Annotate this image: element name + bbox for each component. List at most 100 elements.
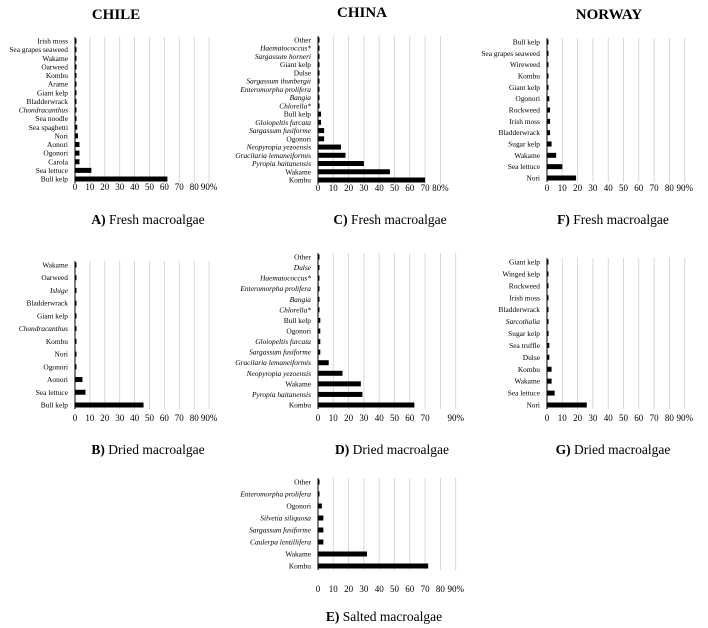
category-label: Sargassum fusiforme xyxy=(249,348,312,357)
x-tick-label: 20 xyxy=(100,413,110,423)
panel-caption-text: Fresh macroalgae xyxy=(348,212,447,227)
bar xyxy=(547,331,549,336)
category-label: Other xyxy=(294,253,311,262)
bar xyxy=(318,169,390,175)
bar xyxy=(547,73,549,79)
x-tick-label: 50 xyxy=(390,183,400,193)
category-label: Pyropia haitanensis xyxy=(251,390,311,399)
bar xyxy=(318,286,320,292)
panel-caption: D) Dried macroalgae xyxy=(335,442,449,457)
panel-caption-text: Salted macroalgae xyxy=(339,609,442,624)
x-tick-label: 70 xyxy=(421,183,431,193)
bar xyxy=(318,307,320,313)
x-tick-label: 0 xyxy=(545,183,550,193)
bar xyxy=(75,38,77,44)
bar xyxy=(75,364,77,370)
x-tick-label: 40 xyxy=(130,182,140,192)
x-tick-label: 0 xyxy=(316,413,321,423)
bar xyxy=(547,283,549,289)
category-label: Enteromorpha prolifera xyxy=(239,85,311,94)
category-label: Wakame xyxy=(42,261,68,270)
x-tick-label: 70 xyxy=(421,584,431,594)
category-label: Bull kelp xyxy=(284,110,312,119)
category-label: Gloiopeltis furcata xyxy=(255,118,311,127)
category-label: Ogonori xyxy=(515,94,540,103)
bar xyxy=(318,161,364,167)
panel-caption: C) Fresh macroalgae xyxy=(333,212,446,227)
category-label: Ogonori xyxy=(43,362,68,371)
category-label: Nori xyxy=(54,350,68,359)
category-label: Giant kelp xyxy=(509,83,540,92)
bar xyxy=(75,150,80,156)
bar xyxy=(75,287,77,293)
bar xyxy=(547,39,549,45)
x-tick-label: 50 xyxy=(619,183,629,193)
bar xyxy=(318,328,321,334)
category-label: Other xyxy=(294,478,311,487)
category-label: Other xyxy=(294,36,311,45)
x-tick-label: 70 xyxy=(175,182,185,192)
bar xyxy=(75,377,83,383)
country-title-chile: CHILE xyxy=(91,7,141,23)
category-label: Neopyropia yezoensis xyxy=(246,143,312,152)
x-tick-label: 40 xyxy=(375,413,385,423)
x-tick-label: 10 xyxy=(329,413,339,423)
x-tick-label: 30 xyxy=(359,584,369,594)
bar xyxy=(547,319,549,325)
category-label: Bangia xyxy=(290,93,312,102)
x-tick-label: 80% xyxy=(432,183,449,193)
bar xyxy=(318,339,321,345)
bar xyxy=(75,47,77,53)
category-label: Kombu xyxy=(518,72,540,81)
bar xyxy=(75,90,77,96)
x-tick-label: 50 xyxy=(390,584,400,594)
category-label: Irish moss xyxy=(37,37,68,46)
x-tick-label: 40 xyxy=(604,413,614,423)
bar xyxy=(318,491,320,497)
category-label: Sargassum fusiforme xyxy=(249,526,312,535)
bar xyxy=(75,124,78,130)
x-tick-label: 80 xyxy=(436,584,446,594)
x-tick-label: 80 xyxy=(665,183,675,193)
panel-caption: E) Salted macroalgae xyxy=(326,609,442,624)
x-tick-label: 80 xyxy=(190,413,200,423)
category-label: Neopyropia yezoensis xyxy=(246,369,312,378)
x-tick-label: 10 xyxy=(558,413,568,423)
category-label: Bull kelp xyxy=(41,401,69,410)
category-label: Rockweed xyxy=(509,106,540,115)
bar xyxy=(318,86,320,92)
panel-caption-text: Dried macroalgae xyxy=(571,442,671,457)
category-label: Oarweed xyxy=(41,62,68,71)
category-label: Dulse xyxy=(293,263,312,272)
category-label: Wakame xyxy=(285,379,311,388)
x-tick-label: 30 xyxy=(115,182,125,192)
bar xyxy=(318,144,341,150)
category-label: Kombu xyxy=(289,401,311,410)
x-tick-label: 30 xyxy=(588,413,598,423)
x-tick-label: 20 xyxy=(344,413,354,423)
bar xyxy=(547,175,577,181)
bar xyxy=(547,118,551,124)
category-label: Sea truffle xyxy=(509,341,541,350)
bar xyxy=(318,70,320,76)
bar xyxy=(547,271,549,277)
bar xyxy=(318,360,329,366)
category-label: Haematococcus* xyxy=(259,44,311,53)
bar xyxy=(547,130,551,136)
category-label: Sargassum thunbergii xyxy=(246,77,311,86)
category-label: Bull kelp xyxy=(41,175,69,184)
bar xyxy=(318,103,320,109)
category-label: Nori xyxy=(526,401,540,410)
bar xyxy=(318,527,324,533)
category-label: Irish moss xyxy=(509,293,540,302)
x-tick-label: 40 xyxy=(375,183,385,193)
category-label: Sugar kelp xyxy=(508,140,540,149)
x-tick-label: 80 xyxy=(665,413,675,423)
category-label: Bangia xyxy=(290,295,312,304)
category-label: Chondracanthus xyxy=(19,106,68,115)
category-label: Caulerpa lentillifera xyxy=(250,538,311,547)
x-tick-label: 10 xyxy=(558,183,568,193)
bar xyxy=(547,366,552,372)
bar xyxy=(75,313,77,319)
